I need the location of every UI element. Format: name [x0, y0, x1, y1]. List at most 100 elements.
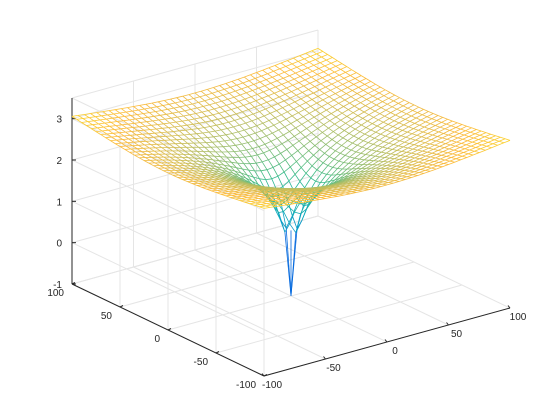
mesh-edge	[315, 172, 323, 182]
mesh-edge	[446, 153, 453, 157]
mesh-edge	[485, 132, 491, 135]
mesh-edge	[330, 89, 336, 94]
mesh-edge	[140, 121, 147, 123]
mesh-edge	[151, 102, 158, 108]
mesh-edge	[337, 134, 344, 139]
mesh-edge	[399, 166, 407, 171]
mesh-edge	[257, 115, 265, 119]
mesh-edge	[239, 199, 247, 201]
mesh-edge	[470, 143, 478, 147]
mesh-edge	[357, 115, 363, 119]
mesh-edge	[304, 109, 310, 114]
mesh-edge	[429, 157, 436, 161]
mesh-edge	[270, 206, 277, 208]
mesh-edge	[167, 172, 173, 176]
mesh-edge	[231, 194, 238, 196]
mesh-edge	[319, 62, 326, 67]
mesh-edge	[162, 105, 168, 110]
mesh-edge	[326, 167, 334, 175]
mesh-edge	[407, 147, 413, 150]
mesh-edge	[216, 166, 222, 171]
mesh-edge	[415, 139, 421, 142]
mesh-edge	[414, 144, 419, 147]
mesh-edge	[430, 123, 436, 126]
mesh-edge	[381, 124, 389, 129]
mesh-edge	[97, 126, 104, 129]
mesh-edge	[378, 89, 386, 94]
mesh-edge	[367, 116, 374, 122]
mesh-edge	[324, 89, 331, 94]
mesh-edge	[286, 87, 292, 92]
mesh-edge	[455, 124, 463, 128]
mesh-edge	[138, 108, 145, 111]
mesh-edge	[259, 108, 266, 112]
mesh-edge	[358, 138, 364, 142]
mesh-edge	[420, 141, 426, 144]
mesh-edge	[339, 122, 346, 128]
mesh-edge	[161, 147, 167, 152]
mesh-edge	[348, 78, 356, 82]
mesh-edge	[117, 120, 124, 122]
mesh-edge	[162, 127, 168, 133]
mesh-edge	[350, 168, 357, 174]
mesh-edge	[276, 110, 282, 116]
mesh-edge	[285, 91, 292, 95]
mesh-edge	[296, 119, 303, 125]
mesh-edge	[350, 96, 357, 101]
mesh-edge	[418, 145, 424, 148]
mesh-edge	[291, 150, 299, 156]
mesh-edge	[314, 83, 322, 87]
mesh-edge	[411, 149, 418, 154]
mesh-edge	[250, 200, 258, 202]
mesh-edge	[360, 99, 367, 104]
mesh-edge	[438, 131, 444, 134]
mesh-edge	[257, 91, 264, 95]
mesh-edge	[244, 74, 251, 78]
mesh-edge	[149, 159, 156, 164]
mesh-edge	[392, 149, 398, 151]
mesh-edge	[247, 86, 253, 91]
mesh-edge	[435, 125, 441, 128]
mesh-edge	[84, 114, 90, 118]
mesh-edge	[278, 126, 285, 131]
mesh-edge	[315, 59, 321, 64]
mesh-edge	[438, 128, 446, 133]
mesh-edge	[375, 155, 381, 158]
mesh-edge	[294, 211, 301, 215]
mesh-edge	[484, 136, 490, 139]
mesh-edge	[204, 147, 210, 152]
mesh-edge	[387, 171, 394, 175]
mesh-edge	[425, 167, 432, 171]
mesh-edge	[186, 103, 193, 106]
mesh-edge	[356, 121, 362, 126]
mesh-edge	[198, 146, 204, 152]
mesh-edge	[235, 198, 242, 200]
mesh-edge	[125, 111, 132, 116]
mesh-edge	[411, 133, 418, 136]
mesh-edge	[505, 138, 511, 141]
mesh-edge	[314, 145, 320, 150]
mesh-edge	[355, 151, 361, 154]
mesh-edge	[353, 81, 361, 85]
mesh-edge	[145, 124, 152, 127]
mesh-edge	[290, 66, 298, 71]
mesh-edge	[309, 80, 317, 84]
mesh-edge	[149, 111, 156, 113]
mesh-edge	[282, 104, 289, 109]
mesh-edge	[448, 161, 455, 165]
mesh-edge	[423, 146, 429, 149]
mesh-edge	[266, 167, 274, 171]
mesh-edge	[466, 154, 474, 158]
mesh-edge	[328, 123, 335, 129]
mesh-edge	[390, 150, 398, 155]
mesh-edge	[134, 138, 141, 143]
mesh-edge	[200, 117, 206, 123]
mesh-edge	[431, 150, 439, 154]
mesh-edge	[232, 157, 238, 164]
mesh-edge	[265, 135, 272, 142]
mesh-edge	[99, 119, 106, 124]
mesh-edge	[458, 150, 464, 153]
mesh-edge	[413, 124, 420, 129]
mesh-edge	[173, 106, 181, 109]
